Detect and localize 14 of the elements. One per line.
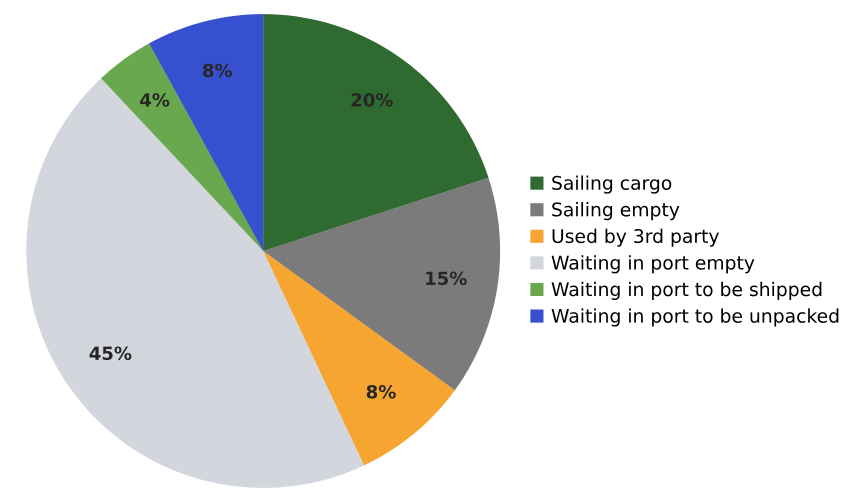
pie-slice xyxy=(263,14,489,251)
legend-label: Waiting in port empty xyxy=(552,255,754,274)
data-label: 8% xyxy=(366,384,396,399)
data-label: 20% xyxy=(352,93,393,107)
legend-label: Waiting in port to be shipped xyxy=(552,282,822,300)
data-label: 45% xyxy=(90,346,132,360)
legend-label: Sailing cargo xyxy=(552,175,672,194)
pie-slice xyxy=(101,43,264,251)
data-label: 15% xyxy=(426,271,467,286)
legend-label: Waiting in port to be unpacked xyxy=(552,308,838,327)
data-label: 8% xyxy=(203,64,232,78)
legend-label: Sailing empty xyxy=(552,202,680,220)
legend-label: Used by 3rd party xyxy=(552,228,719,247)
data-label: 4% xyxy=(140,93,170,107)
